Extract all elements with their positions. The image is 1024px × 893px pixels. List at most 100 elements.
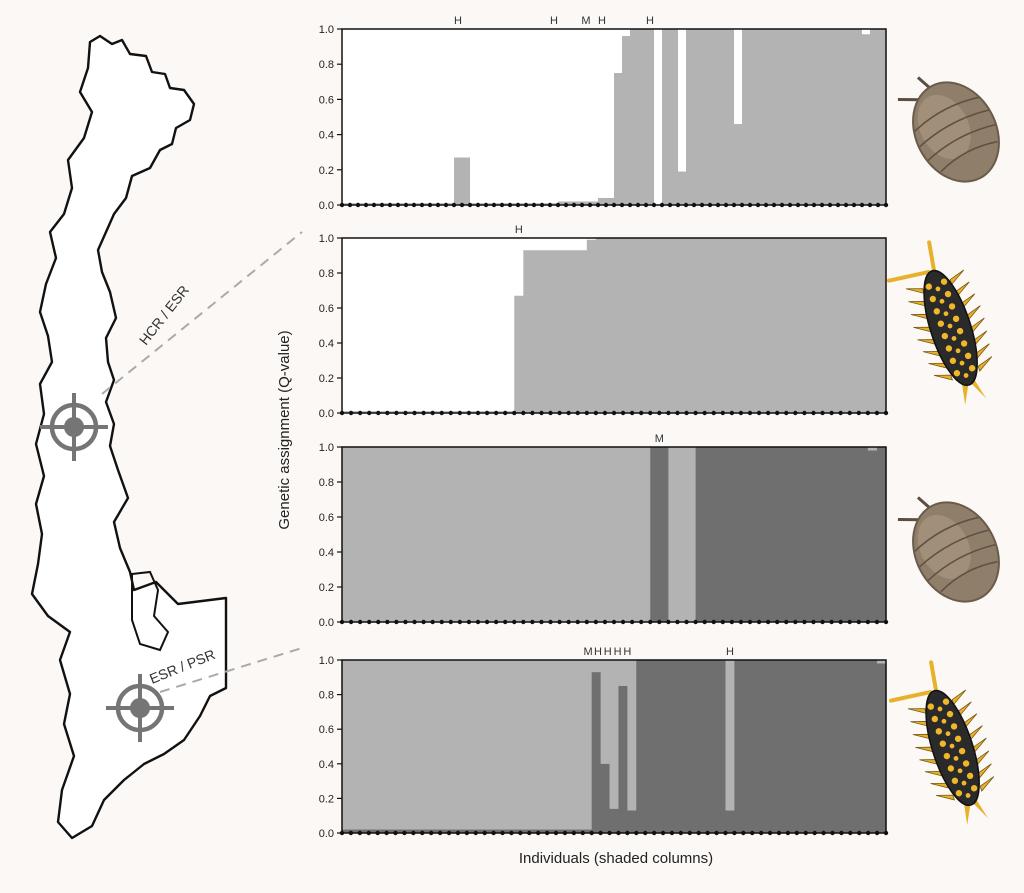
x-tick-mark: [756, 619, 762, 625]
x-tick-mark: [466, 619, 472, 625]
bar-cluster-a: [386, 660, 397, 830]
bar-cluster-b: [686, 238, 697, 413]
x-tick-mark: [802, 410, 807, 416]
bar-cluster-a: [600, 660, 611, 764]
bar-cluster-a: [550, 29, 559, 204]
bar-cluster-b: [532, 250, 543, 413]
y-tick-label: 0.2: [319, 165, 334, 177]
bar-cluster-b: [632, 238, 642, 413]
bar-cluster-b: [396, 411, 407, 413]
hybrid-annotation: H: [646, 15, 654, 27]
bar-cluster-b: [574, 201, 583, 205]
bar-cluster-b: [731, 238, 742, 413]
x-tick-mark: [620, 410, 626, 416]
x-tick-mark: [602, 619, 608, 625]
x-tick-mark: [580, 830, 585, 836]
x-tick-mark: [547, 202, 553, 208]
x-tick-mark: [394, 410, 399, 416]
bar-cluster-a: [366, 29, 375, 204]
x-tick-mark: [758, 830, 764, 836]
y-tick-label: 0.2: [319, 793, 334, 805]
bar-cluster-b: [486, 203, 495, 205]
x-tick-mark: [811, 619, 816, 625]
x-tick-mark: [765, 619, 771, 625]
x-tick-mark: [375, 830, 380, 836]
x-tick-mark: [493, 619, 499, 625]
bar-cluster-a: [582, 660, 593, 830]
bar-cluster-b: [414, 203, 423, 205]
bar-cluster-b: [511, 829, 521, 833]
x-tick-mark: [639, 410, 644, 416]
bar-cluster-b: [841, 660, 851, 833]
x-tick-mark: [379, 202, 385, 208]
bar-cluster-b: [840, 447, 851, 622]
bar-cluster-b: [350, 203, 359, 205]
x-tick-mark: [819, 202, 825, 208]
bar-cluster-a: [514, 238, 524, 296]
y-tick-label: 0.4: [319, 338, 334, 350]
bar-cluster-a: [641, 447, 651, 622]
x-tick-mark: [729, 410, 735, 416]
x-tick-mark: [512, 619, 517, 625]
x-tick-mark: [430, 619, 435, 625]
x-tick-mark: [771, 202, 777, 208]
x-tick-mark: [421, 619, 426, 625]
x-tick-mark: [589, 830, 594, 836]
bar-cluster-a: [591, 660, 602, 673]
bar-cluster-a: [568, 238, 579, 251]
bar-cluster-a: [632, 447, 642, 622]
bar-cluster-b: [796, 660, 807, 833]
x-tick-mark: [530, 410, 535, 416]
x-tick-mark: [563, 202, 569, 208]
bar-cluster-b: [695, 447, 706, 622]
x-tick-mark: [571, 830, 577, 836]
x-tick-mark: [747, 202, 753, 208]
x-tick-mark: [755, 202, 761, 208]
bar-cluster-a: [529, 660, 539, 830]
bar-cluster-b: [478, 411, 488, 413]
x-tick-mark: [527, 830, 532, 836]
bar-cluster-b: [386, 829, 397, 833]
bar-cluster-b: [761, 660, 771, 833]
bar-cluster-a: [459, 447, 470, 622]
bar-cluster-b: [654, 660, 664, 833]
bar-cluster-b: [650, 447, 660, 622]
bar-cluster-a: [668, 447, 679, 622]
x-tick-mark: [829, 619, 834, 625]
bar-cluster-a: [450, 447, 461, 622]
bar-cluster-b: [534, 203, 543, 205]
bar-cluster-a: [413, 660, 423, 830]
bar-cluster-a: [351, 238, 361, 412]
bar-cluster-a: [446, 29, 455, 204]
x-tick-mark: [411, 202, 417, 208]
x-tick-mark: [874, 619, 880, 625]
bar-cluster-b: [678, 171, 687, 205]
x-tick-mark: [593, 619, 599, 625]
bar-cluster-a: [404, 660, 414, 830]
x-tick-mark: [403, 410, 408, 416]
bar-cluster-a: [518, 29, 527, 204]
bar-cluster-a: [532, 238, 543, 251]
x-tick-mark: [419, 202, 425, 208]
x-tick-mark: [451, 202, 457, 208]
x-tick-mark: [775, 619, 780, 625]
x-tick-mark: [457, 619, 463, 625]
x-tick-mark: [835, 202, 841, 208]
bar-cluster-b: [342, 411, 352, 413]
bar-cluster-a: [618, 660, 628, 686]
x-tick-mark: [829, 410, 834, 416]
bar-cluster-b: [487, 411, 497, 413]
structure-plot-3: 0.0 0.2 0.4 0.6 0.8 1.0 M: [319, 433, 889, 629]
bar-cluster-b: [774, 29, 783, 205]
bar-cluster-b: [710, 29, 719, 205]
x-tick-mark: [598, 830, 603, 836]
x-tick-mark: [366, 830, 371, 836]
spiny-woodlouse-icon: [886, 240, 993, 406]
hybrid-annotation: H: [594, 646, 602, 658]
x-tick-mark: [455, 830, 461, 836]
y-tick-label: 1.0: [319, 24, 334, 36]
x-tick-mark: [535, 830, 541, 836]
x-tick-mark: [874, 830, 880, 836]
x-tick-mark: [428, 830, 434, 836]
bar-cluster-b: [470, 203, 479, 205]
